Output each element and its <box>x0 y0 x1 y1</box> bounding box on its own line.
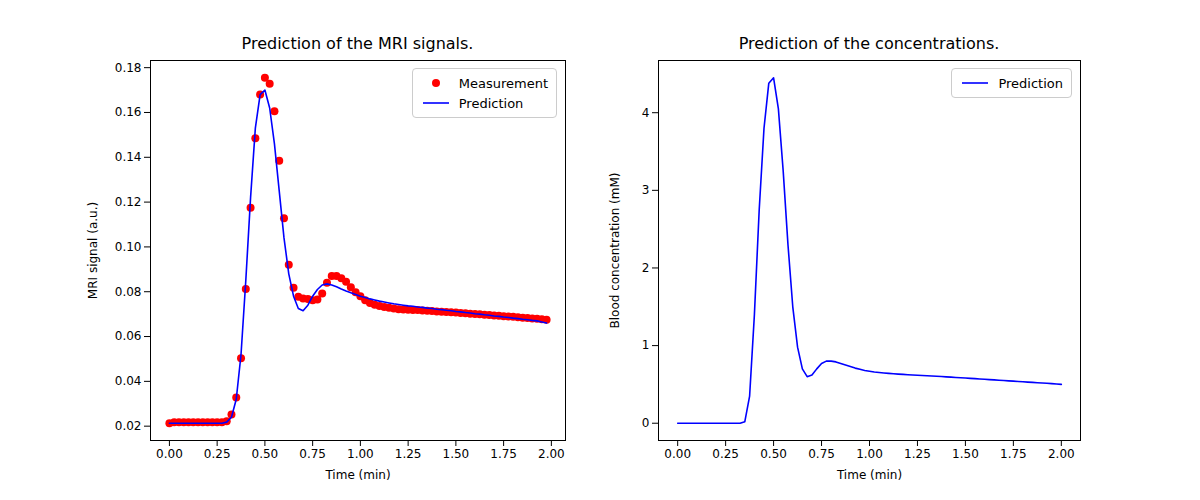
svg-text:Time (min): Time (min) <box>324 468 390 482</box>
svg-text:1.50: 1.50 <box>443 447 470 461</box>
svg-text:0.18: 0.18 <box>115 61 142 75</box>
svg-text:0.14: 0.14 <box>115 150 142 164</box>
svg-text:0.08: 0.08 <box>115 285 142 299</box>
svg-text:Blood concentration (mM): Blood concentration (mM) <box>608 172 622 328</box>
svg-text:0.75: 0.75 <box>299 447 326 461</box>
svg-text:2.00: 2.00 <box>1048 447 1075 461</box>
svg-text:1.00: 1.00 <box>347 447 374 461</box>
svg-text:1: 1 <box>642 338 650 352</box>
svg-text:2.00: 2.00 <box>538 447 565 461</box>
svg-text:0.10: 0.10 <box>115 240 142 254</box>
svg-text:0.00: 0.00 <box>664 447 691 461</box>
svg-text:0.00: 0.00 <box>156 447 183 461</box>
svg-text:Time (min): Time (min) <box>836 468 902 482</box>
svg-text:1.00: 1.00 <box>856 447 883 461</box>
svg-text:1.50: 1.50 <box>952 447 979 461</box>
svg-text:0.25: 0.25 <box>204 447 231 461</box>
svg-text:1.25: 1.25 <box>395 447 422 461</box>
svg-text:0.25: 0.25 <box>712 447 739 461</box>
svg-text:0.04: 0.04 <box>115 374 142 388</box>
svg-text:0: 0 <box>642 416 650 430</box>
svg-text:0.02: 0.02 <box>115 419 142 433</box>
html-text:Prediction of the MRI signals.: Prediction of the MRI signals. <box>241 34 474 53</box>
svg-text:0.12: 0.12 <box>115 195 142 209</box>
html-text:Prediction: Prediction <box>998 75 1063 91</box>
svg-text:0.16: 0.16 <box>115 105 142 119</box>
svg-text:0.06: 0.06 <box>115 329 142 343</box>
svg-text:3: 3 <box>642 183 650 197</box>
svg-text:0.50: 0.50 <box>760 447 787 461</box>
html-text:Measurement: Measurement <box>458 75 548 91</box>
svg-text:4: 4 <box>642 106 650 120</box>
html-text:Prediction: Prediction <box>458 95 524 111</box>
svg-text:0.50: 0.50 <box>252 447 279 461</box>
svg-text:0.75: 0.75 <box>808 447 835 461</box>
svg-text:1.25: 1.25 <box>904 447 931 461</box>
svg-text:1.75: 1.75 <box>1000 447 1027 461</box>
svg-text:1.75: 1.75 <box>490 447 517 461</box>
svg-text:MRI signal (a.u.): MRI signal (a.u.) <box>86 202 100 299</box>
html-text:Prediction of the concentratio: Prediction of the concentrations. <box>738 34 1000 53</box>
svg-text:2: 2 <box>642 261 650 275</box>
